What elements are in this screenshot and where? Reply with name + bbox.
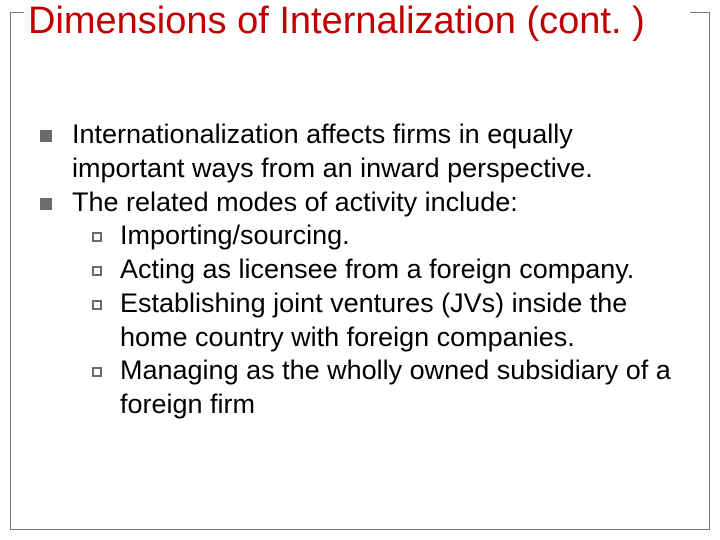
list-item-text: Managing as the wholly owned subsidiary …	[120, 354, 690, 422]
list-item: Acting as licensee from a foreign compan…	[92, 253, 690, 287]
list-item-text: Internationalization affects firms in eq…	[72, 118, 690, 186]
list-item-text: Importing/sourcing.	[120, 219, 690, 253]
list-item-text: The related modes of activity include:	[72, 186, 690, 220]
list-item: Managing as the wholly owned subsidiary …	[92, 354, 690, 422]
square-bullet-icon	[40, 130, 52, 142]
list-item: Internationalization affects firms in eq…	[40, 118, 690, 186]
title-container: Dimensions of Internalization (cont. )	[24, 0, 690, 44]
list-item: Establishing joint ventures (JVs) inside…	[92, 287, 690, 355]
bullet-list-level1: Internationalization affects firms in eq…	[40, 118, 690, 422]
list-item-text: Acting as licensee from a foreign compan…	[120, 253, 690, 287]
open-square-bullet-icon	[92, 266, 102, 276]
list-item: The related modes of activity include:	[40, 186, 690, 220]
open-square-bullet-icon	[92, 367, 102, 377]
slide-body: Internationalization affects firms in eq…	[40, 118, 690, 422]
list-item: Importing/sourcing.	[92, 219, 690, 253]
open-square-bullet-icon	[92, 300, 102, 310]
bullet-list-level2: Importing/sourcing. Acting as licensee f…	[92, 219, 690, 422]
square-bullet-icon	[40, 198, 52, 210]
slide-title: Dimensions of Internalization (cont. )	[28, 0, 686, 44]
slide: Dimensions of Internalization (cont. ) I…	[0, 0, 720, 540]
open-square-bullet-icon	[92, 232, 102, 242]
list-item-text: Establishing joint ventures (JVs) inside…	[120, 287, 690, 355]
